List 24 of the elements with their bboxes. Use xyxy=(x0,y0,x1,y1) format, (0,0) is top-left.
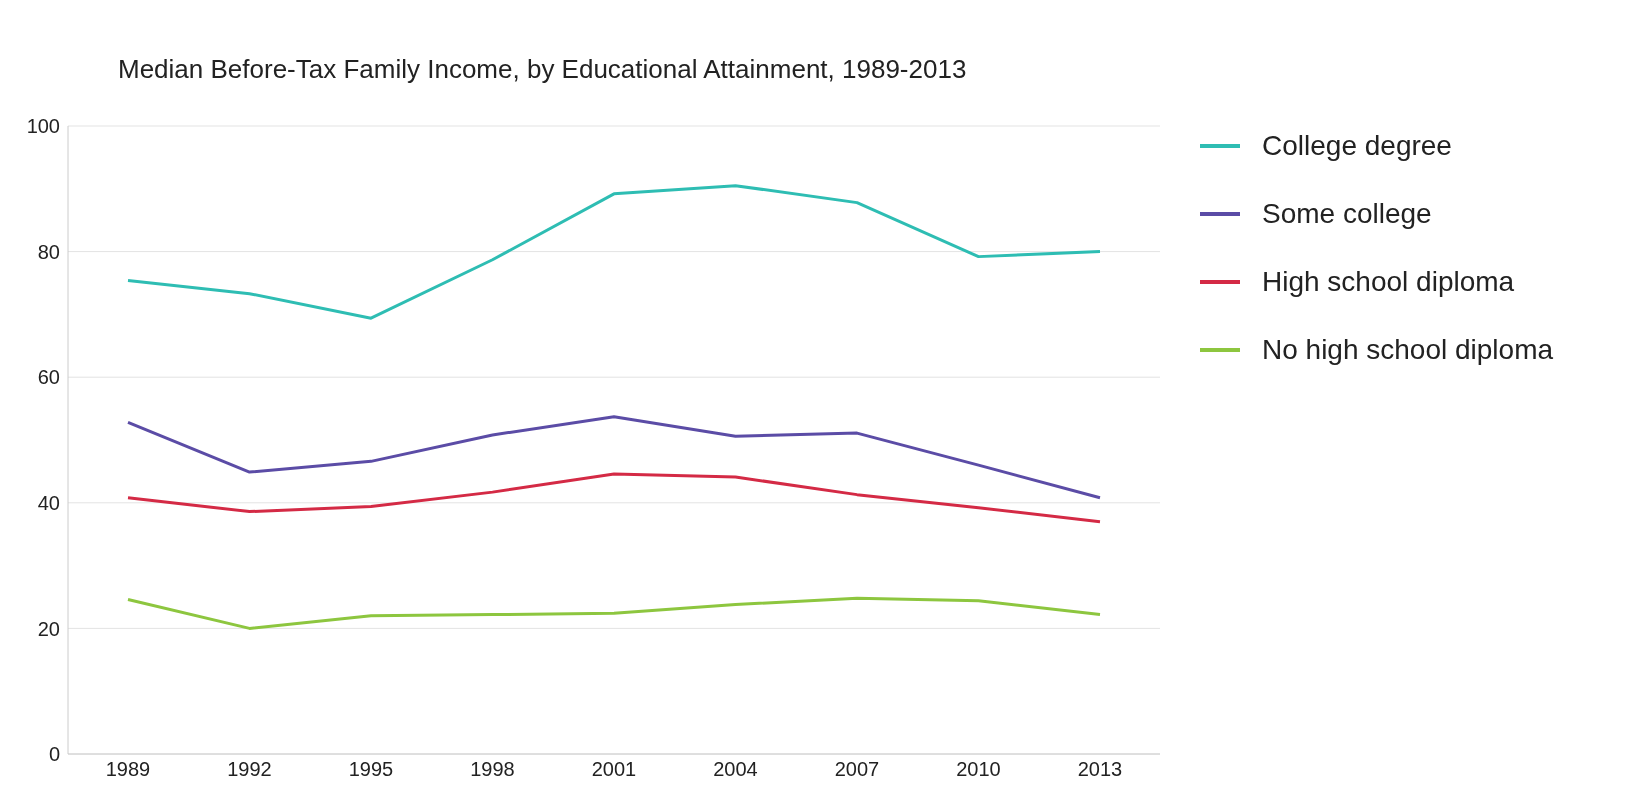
x-tick-label: 2004 xyxy=(713,758,758,781)
legend-label: No high school diploma xyxy=(1262,334,1554,366)
line-series xyxy=(126,596,1102,630)
x-tick-label: 1998 xyxy=(470,758,515,781)
y-tick-label: 20 xyxy=(37,617,60,640)
x-tick-label: 2013 xyxy=(1077,758,1123,781)
x-tick-label: 1989 xyxy=(105,758,151,781)
y-tick-label: 80 xyxy=(37,240,60,263)
x-tick-label: 1992 xyxy=(227,758,272,781)
line-series xyxy=(126,472,1102,524)
chart-title: Median Before-Tax Family Income, by Educational Attainment, 1989-2013 xyxy=(117,53,968,86)
x-tick-label: 2001 xyxy=(591,758,637,781)
legend-label: High school diploma xyxy=(1262,266,1515,298)
y-tick-label: 100 xyxy=(26,115,60,138)
line-series xyxy=(126,415,1102,500)
y-tick-label: 0 xyxy=(48,743,60,766)
x-tick-label: 1995 xyxy=(348,758,394,781)
x-tick-label: 2010 xyxy=(956,758,1001,781)
legend-label: College degree xyxy=(1262,130,1452,162)
y-tick-label: 60 xyxy=(37,366,60,389)
y-tick-label: 40 xyxy=(37,491,60,514)
line-series xyxy=(126,184,1102,320)
x-tick-label: 2007 xyxy=(834,758,880,781)
legend-label: Some college xyxy=(1262,198,1432,230)
